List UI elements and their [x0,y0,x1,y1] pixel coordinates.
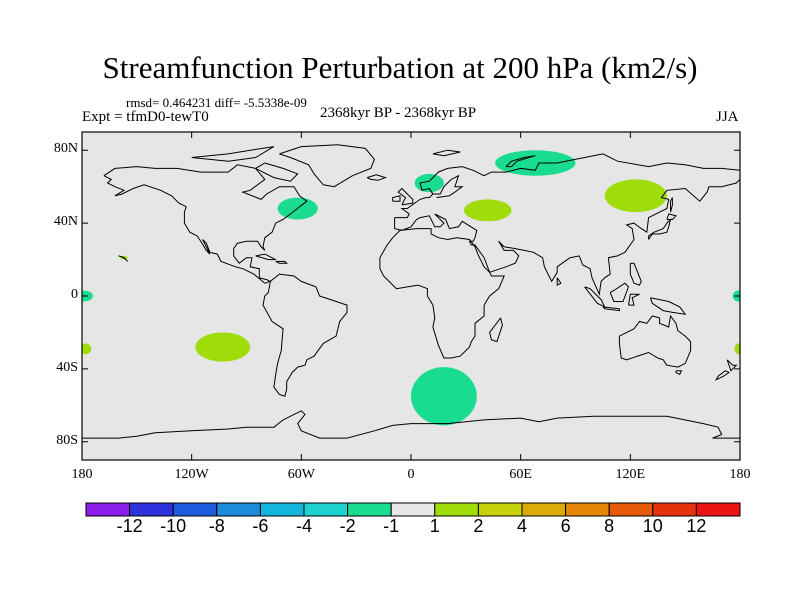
colorbar-swatch [259,502,305,517]
coast-java [602,306,620,312]
colorbar-swatch [172,502,218,517]
coast-philippines [629,262,642,286]
rmsd-text: rmsd= 0.464231 diff= -5.5338e-09 [126,95,307,110]
lon-label: 180 [71,467,93,482]
lon-label: 0 [407,467,415,482]
coast-svalbard [432,149,461,157]
coast-australia [618,314,692,368]
anomaly-south-pacific-west-positive [82,343,92,355]
colorbar-swatch [347,502,392,517]
coast-eurasia [394,153,740,296]
period-text: 2368kyr BP - 2368kyr BP [320,105,477,121]
lat-label: 0 [71,287,78,302]
colorbar-label: 1 [429,516,440,536]
lon-label: 60W [287,467,315,482]
colorbar-label: 8 [604,516,615,536]
colorbar-swatch [216,502,261,517]
coast-sulawesi [628,293,640,306]
coast-tasmania [675,370,683,376]
colorbar-swatch [303,502,349,517]
colorbar [85,502,741,517]
anomaly-manchuria-positive [604,179,667,213]
coast-iceland [366,174,387,181]
experiment-text: Expt = tfmD0-tewT0 [82,109,209,125]
colorbar-swatch [695,502,741,517]
coast-novaya-zemlya [505,155,536,168]
coast-baffin [254,162,299,182]
colorbar-label: 12 [686,516,707,536]
colorbar-swatch [434,502,479,517]
colorbar-label: -2 [339,516,356,536]
anomaly-south-pacific-positive [195,332,251,362]
coast-ireland [392,195,401,202]
lat-label: 80S [56,432,78,448]
colorbar-swatch [565,502,610,517]
season-text: JJA [716,109,739,125]
anomaly-scandinavia-negative [414,173,444,193]
coast-cuba [255,253,276,261]
colorbar-swatch [477,502,523,517]
colorbar-label: -8 [208,516,225,536]
colorbar-label: -12 [116,516,143,536]
colorbar-swatch [608,502,654,517]
coast-madagascar [489,317,503,343]
colorbar-swatch [521,502,567,517]
lon-label: 180 [729,467,751,482]
coast-british-isles [397,187,414,206]
lon-label: 120W [174,467,209,482]
coast-hokkaido [666,213,677,220]
colorbar-label: 2 [473,516,484,536]
coast-scandinavia-baltic [428,174,464,199]
colorbar-label: 4 [516,516,528,536]
colorbar-swatch [129,502,174,517]
coastlines [82,144,740,439]
colorbar-label: -6 [252,516,269,536]
lat-label: 80N [53,141,78,157]
coast-antarctica [82,410,740,439]
colorbar-swatch [390,502,436,517]
coast-borneo [609,282,630,302]
colorbar-label: 10 [642,516,663,536]
coast-sakhalin [670,197,673,213]
axis-ticks [81,132,741,460]
coast-hawaii [118,255,129,262]
coast-hispaniola [275,260,288,264]
coast-sumatra [584,286,606,308]
coast-new-guinea [649,297,687,315]
lat-label: 40N [53,214,78,230]
chart-title: Streamfunction Perturbation at 200 hPa (… [102,50,698,85]
lon-label: 60E [509,467,532,482]
coast-arctic-islands [191,146,275,162]
coast-north-america [103,164,308,284]
coast-sri-lanka [556,277,562,286]
colorbar-label: 6 [560,516,571,536]
colorbar-label: -1 [383,516,400,536]
coast-south-america [262,273,348,397]
coast-greenland [279,144,375,188]
lon-label: 120E [615,467,646,482]
coast-new-zealand-north [726,359,738,372]
coast-arabia-gulf [498,241,503,248]
coast-africa [379,228,505,359]
anomaly-south-pacific-east-edge-positive [734,343,740,355]
colorbar-label: -4 [295,516,313,536]
lat-label: 40S [56,359,78,375]
anomaly-caspian-positive [464,199,512,222]
colorbar-swatch [652,502,697,517]
coast-new-zealand-south [715,370,730,381]
colorbar-swatch [85,502,131,517]
colorbar-label: -10 [160,516,187,536]
anomaly-south-atlantic-negative [411,367,477,426]
